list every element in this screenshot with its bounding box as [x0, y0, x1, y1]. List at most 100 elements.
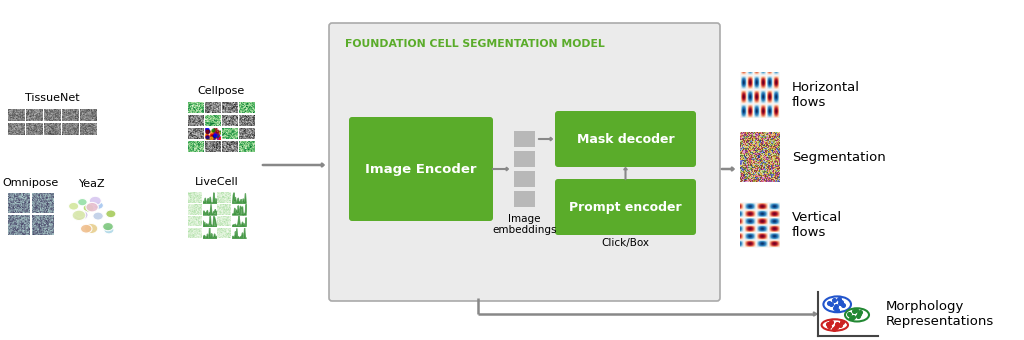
- Point: [197, 125, 213, 131]
- Text: TissueNet: TissueNet: [25, 93, 80, 103]
- Point: [206, 134, 222, 140]
- Text: Vertical
flows: Vertical flows: [792, 211, 842, 239]
- Point: [852, 309, 868, 315]
- Circle shape: [72, 210, 86, 221]
- FancyBboxPatch shape: [349, 117, 493, 221]
- Text: Image Encoder: Image Encoder: [366, 163, 477, 175]
- Point: [850, 313, 866, 319]
- Text: Morphology
Representations: Morphology Representations: [886, 300, 994, 328]
- Point: [841, 311, 857, 317]
- Circle shape: [75, 210, 85, 217]
- Point: [848, 308, 864, 313]
- Point: [206, 129, 222, 134]
- Circle shape: [105, 210, 116, 218]
- Point: [831, 322, 848, 327]
- Text: Click/Box: Click/Box: [601, 238, 649, 248]
- Point: [207, 125, 223, 131]
- FancyBboxPatch shape: [514, 191, 535, 207]
- Point: [845, 314, 861, 319]
- FancyBboxPatch shape: [555, 111, 696, 167]
- Point: [205, 130, 221, 135]
- Point: [207, 133, 223, 138]
- Circle shape: [93, 202, 103, 209]
- Point: [211, 130, 227, 135]
- FancyBboxPatch shape: [514, 131, 535, 147]
- Point: [204, 134, 220, 140]
- Point: [846, 309, 862, 314]
- Circle shape: [78, 199, 87, 206]
- Circle shape: [74, 212, 85, 221]
- Text: Segmentation: Segmentation: [792, 151, 886, 164]
- Point: [207, 131, 223, 136]
- Point: [203, 129, 219, 134]
- Point: [210, 133, 226, 139]
- Point: [199, 126, 215, 132]
- Text: Mask decoder: Mask decoder: [577, 133, 675, 146]
- Point: [209, 132, 225, 137]
- Circle shape: [85, 223, 97, 234]
- Point: [198, 133, 214, 138]
- Text: Horizontal
flows: Horizontal flows: [792, 81, 860, 109]
- Circle shape: [86, 202, 98, 212]
- Point: [833, 299, 849, 304]
- Point: [851, 311, 867, 317]
- Point: [206, 131, 222, 136]
- Point: [834, 319, 850, 325]
- Point: [830, 296, 847, 302]
- Point: [200, 128, 216, 134]
- Point: [199, 128, 215, 133]
- Point: [199, 134, 215, 139]
- Point: [825, 297, 842, 303]
- Point: [210, 131, 226, 136]
- FancyBboxPatch shape: [329, 23, 720, 301]
- Point: [827, 303, 844, 309]
- Point: [201, 136, 217, 141]
- FancyBboxPatch shape: [514, 151, 535, 167]
- Circle shape: [89, 196, 101, 205]
- Text: Cellpose: Cellpose: [198, 86, 245, 97]
- Point: [206, 133, 222, 139]
- Point: [825, 326, 842, 332]
- Point: [820, 300, 837, 305]
- Point: [203, 132, 219, 138]
- Circle shape: [93, 212, 103, 220]
- Circle shape: [103, 226, 114, 234]
- Point: [205, 133, 221, 139]
- Point: [819, 321, 836, 326]
- Point: [211, 135, 227, 141]
- Text: Prompt encoder: Prompt encoder: [569, 201, 682, 214]
- FancyBboxPatch shape: [514, 171, 535, 187]
- Point: [203, 135, 219, 140]
- Circle shape: [83, 204, 94, 212]
- Point: [199, 135, 215, 140]
- Text: FOUNDATION CELL SEGMENTATION MODEL: FOUNDATION CELL SEGMENTATION MODEL: [345, 39, 605, 49]
- Point: [199, 135, 215, 140]
- Point: [205, 136, 221, 141]
- Text: LiveCell: LiveCell: [195, 177, 239, 187]
- Point: [210, 136, 226, 141]
- Point: [826, 305, 843, 310]
- Text: Omnipose: Omnipose: [3, 178, 59, 188]
- Point: [205, 136, 221, 141]
- Point: [209, 131, 225, 137]
- Point: [199, 128, 215, 134]
- Text: YeaZ: YeaZ: [79, 179, 105, 189]
- Point: [208, 128, 224, 134]
- Point: [820, 324, 837, 329]
- Circle shape: [81, 224, 92, 233]
- Circle shape: [69, 202, 79, 210]
- Point: [204, 133, 220, 138]
- Point: [208, 133, 224, 138]
- Point: [835, 303, 851, 308]
- Point: [199, 134, 215, 139]
- Text: Image
embeddings: Image embeddings: [493, 214, 557, 235]
- Point: [831, 300, 848, 305]
- Point: [199, 133, 215, 138]
- Point: [843, 315, 859, 320]
- Point: [199, 129, 215, 134]
- Point: [823, 319, 840, 325]
- Point: [829, 307, 846, 312]
- Point: [205, 128, 221, 133]
- Point: [829, 321, 846, 326]
- FancyBboxPatch shape: [555, 179, 696, 235]
